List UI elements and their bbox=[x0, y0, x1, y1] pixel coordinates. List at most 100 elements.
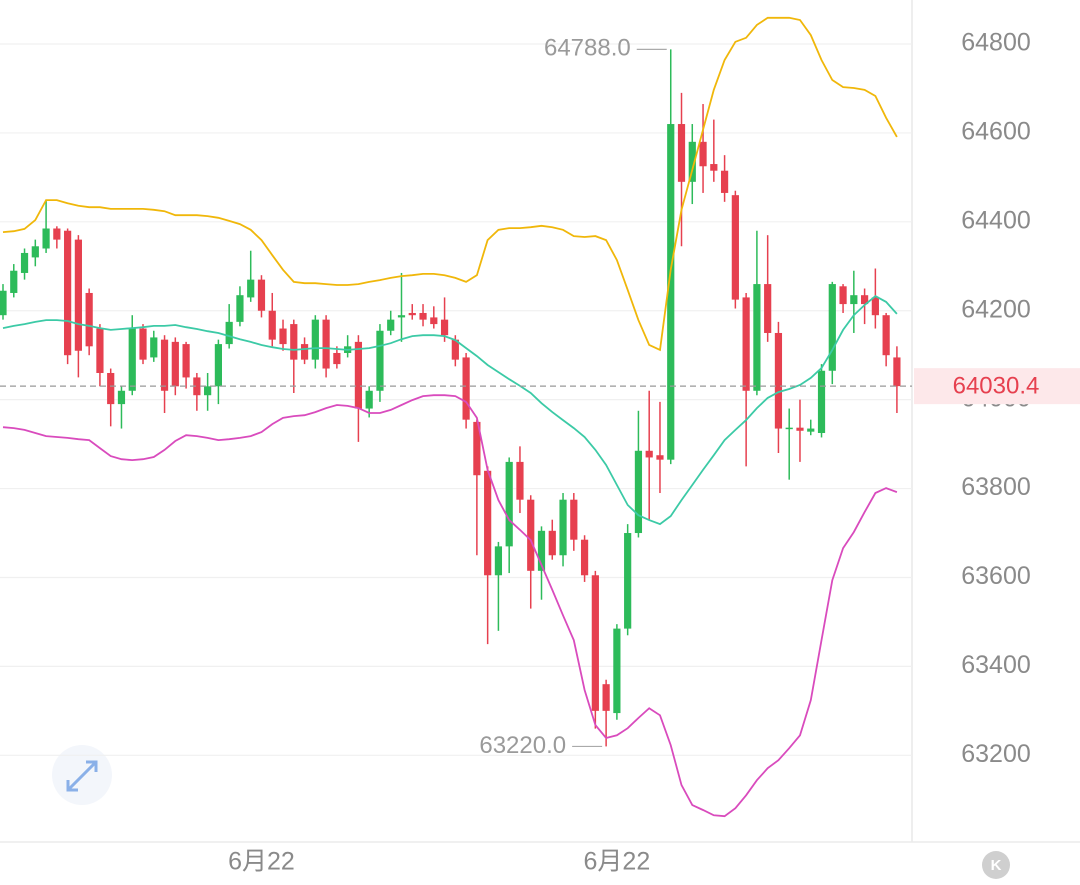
candle-body bbox=[527, 499, 535, 571]
band-line bbox=[2, 295, 898, 526]
candle-body bbox=[139, 328, 147, 360]
candle-body bbox=[354, 341, 363, 409]
candle-body bbox=[182, 344, 190, 378]
annotation-label: 64788.0 bbox=[544, 35, 631, 62]
y-tick-label: 64400 bbox=[961, 206, 1031, 234]
candle-body bbox=[796, 427, 804, 431]
candle-body bbox=[645, 450, 653, 458]
candle-body bbox=[225, 321, 233, 345]
candle-body bbox=[871, 297, 879, 316]
candle-body bbox=[160, 339, 169, 391]
candle-body bbox=[107, 372, 115, 405]
candle-body bbox=[150, 337, 158, 358]
candle-body bbox=[419, 312, 427, 320]
candle-body bbox=[171, 341, 179, 387]
candle-body bbox=[128, 328, 136, 391]
candle-body bbox=[53, 228, 61, 240]
candle-body bbox=[376, 330, 384, 391]
candle-body bbox=[624, 533, 632, 629]
candle-body bbox=[634, 450, 643, 534]
candle-body bbox=[580, 539, 589, 576]
candle-body bbox=[861, 295, 869, 305]
candle-body bbox=[236, 295, 244, 322]
candle-body bbox=[333, 352, 341, 365]
candle-body bbox=[828, 284, 836, 371]
x-tick-label: 6月22 bbox=[584, 848, 651, 876]
candle-body bbox=[893, 357, 901, 387]
candle-body bbox=[785, 427, 793, 430]
candle-body bbox=[408, 312, 416, 316]
y-tick-label: 63600 bbox=[961, 562, 1031, 590]
band-line bbox=[2, 16, 898, 352]
candle-body bbox=[742, 297, 750, 391]
candle-body bbox=[516, 461, 524, 500]
candle-body bbox=[462, 357, 470, 420]
y-tick-label: 63800 bbox=[961, 473, 1031, 501]
candle-body bbox=[257, 279, 266, 311]
candle-body bbox=[451, 339, 459, 360]
candle-body bbox=[74, 239, 82, 351]
y-tick-label: 64600 bbox=[961, 118, 1031, 146]
y-tick-label: 64800 bbox=[961, 29, 1031, 57]
candle-body bbox=[279, 328, 287, 345]
y-tick-label: 63200 bbox=[961, 740, 1031, 768]
candle-body bbox=[667, 124, 675, 460]
candle-body bbox=[85, 292, 93, 347]
candle-body bbox=[440, 319, 449, 336]
candle-body bbox=[710, 164, 718, 171]
k-label[interactable]: K bbox=[991, 857, 1002, 874]
candle-body bbox=[397, 315, 406, 318]
candle-body bbox=[494, 546, 503, 576]
candle-body bbox=[204, 386, 212, 396]
candle-body bbox=[387, 319, 395, 331]
candle-body bbox=[548, 530, 556, 556]
candle-body bbox=[753, 284, 761, 391]
k-circle[interactable] bbox=[982, 851, 1010, 879]
candle-body bbox=[20, 252, 29, 273]
expand-icon[interactable] bbox=[66, 760, 98, 792]
candle-body bbox=[484, 470, 492, 576]
candle-body bbox=[688, 141, 696, 182]
k-button[interactable]: K bbox=[982, 851, 1010, 879]
y-tick-label: 63400 bbox=[961, 651, 1031, 679]
candle-body bbox=[699, 141, 707, 167]
candle-body bbox=[731, 195, 739, 300]
candle-body bbox=[774, 332, 783, 429]
candle-body bbox=[602, 684, 610, 711]
candle-body bbox=[322, 319, 330, 369]
candle-body bbox=[430, 317, 438, 325]
candle-body bbox=[247, 279, 255, 298]
candle-body bbox=[300, 344, 309, 360]
expand-button[interactable] bbox=[52, 745, 112, 805]
candle-body bbox=[311, 319, 319, 360]
candle-body bbox=[193, 377, 201, 396]
candle-body bbox=[268, 310, 276, 340]
candle-body bbox=[42, 228, 50, 249]
candle-body bbox=[537, 530, 546, 571]
y-tick-label: 64200 bbox=[961, 295, 1031, 323]
candle-body bbox=[764, 284, 772, 333]
candle-body bbox=[591, 575, 599, 711]
candle-body bbox=[290, 324, 298, 360]
candle-body bbox=[31, 246, 39, 258]
candle-body bbox=[505, 461, 513, 547]
candle-body bbox=[807, 428, 815, 432]
x-tick-label: 6月22 bbox=[228, 848, 295, 876]
candle-body bbox=[0, 290, 7, 316]
candle-body bbox=[365, 390, 373, 409]
annotation-label: 63220.0 bbox=[479, 732, 566, 759]
candle-body bbox=[850, 295, 858, 305]
candle-body bbox=[613, 628, 621, 714]
candle-body bbox=[117, 390, 126, 405]
candle-body bbox=[720, 170, 729, 193]
last-price-box bbox=[914, 368, 1080, 405]
candle-body bbox=[10, 270, 18, 293]
candle-body bbox=[839, 286, 847, 305]
last-price-label: 64030.4 bbox=[953, 372, 1040, 399]
candle-body bbox=[817, 370, 826, 434]
grid bbox=[0, 43, 912, 756]
candle-body bbox=[64, 230, 72, 356]
candle-body bbox=[214, 344, 222, 387]
candle-body bbox=[677, 124, 686, 182]
